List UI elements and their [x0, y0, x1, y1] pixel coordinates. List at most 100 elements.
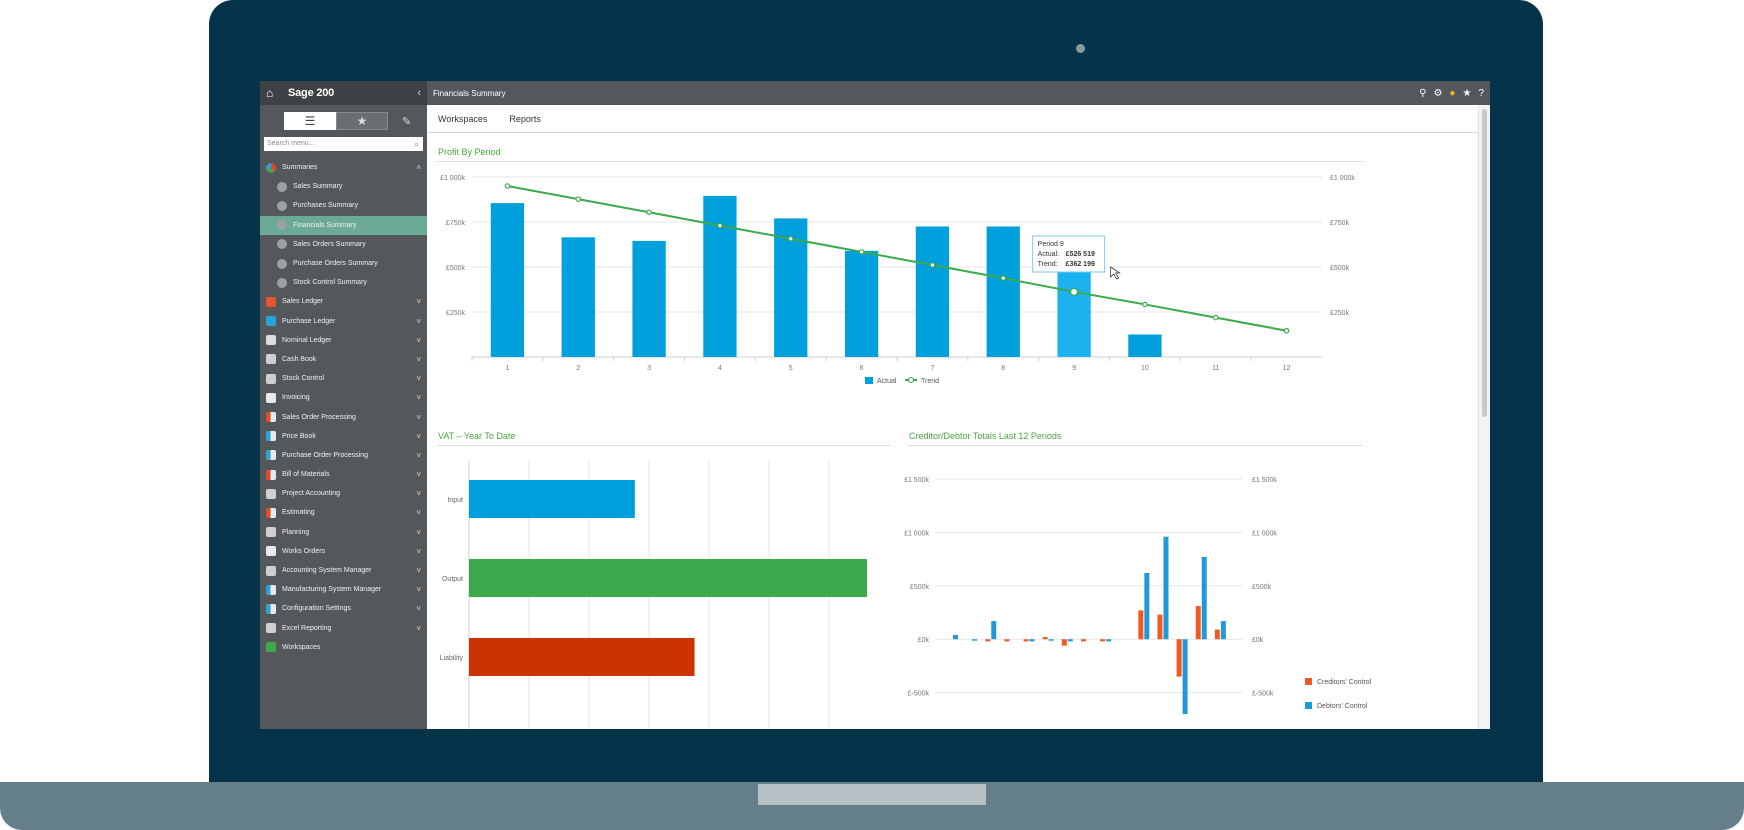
sidebar-item-stock-control-summary[interactable]: Stock Control Summary [260, 273, 427, 292]
sidebar-item-purchase-order-processing[interactable]: Purchase Order Processing ˅ [260, 446, 427, 465]
tooltip-period: Period 9 [1038, 241, 1064, 248]
bar-debtors [1029, 639, 1035, 642]
category-label: Liability [440, 655, 464, 662]
sidebar-item-stock-control[interactable]: Stock Control ˅ [260, 369, 427, 388]
chevron-down-icon[interactable]: ˅ [416, 604, 421, 614]
sidebar-item-planning[interactable]: Planning ˅ [260, 523, 427, 542]
sidebar-item-sales-order-processing[interactable]: Sales Order Processing ˅ [260, 407, 427, 426]
chevron-down-icon[interactable]: ˅ [416, 354, 421, 364]
search-icon[interactable]: ⌕ [413, 139, 419, 149]
sidebar-item-manufacturing-system-manager[interactable]: Manufacturing System Manager ˅ [260, 580, 427, 599]
bar-actual [490, 203, 525, 357]
sidebar-item-purchase-ledger[interactable]: Purchase Ledger ˅ [260, 312, 427, 331]
y-tick-label-left: £500k [446, 265, 466, 272]
sidebar-item-sales-summary[interactable]: Sales Summary [260, 177, 427, 196]
sidebar-item-estimating[interactable]: Estimating ˅ [260, 503, 427, 522]
creditor-debtor-chart-title: Creditor/Debtor Totals Last 12 Periods [909, 431, 1062, 441]
legend-trend-marker [908, 377, 914, 383]
chevron-up-icon[interactable]: ˄ [416, 163, 421, 173]
sidebar-item-label: Configuration Settings [282, 605, 351, 613]
chevron-down-icon[interactable]: ˅ [416, 546, 421, 556]
bar-creditors [1004, 639, 1010, 642]
section-divider [437, 161, 1363, 162]
profit-by-period-chart: £1 000k £1 000k £750k £750k £500k £500k £250k £… [440, 175, 1355, 385]
chevron-down-icon[interactable]: ˅ [416, 508, 421, 518]
search-input[interactable]: Search menu... ⌕ [264, 137, 423, 151]
section-divider [437, 445, 891, 446]
chevron-down-icon[interactable]: ˅ [416, 316, 421, 326]
sidebar-item-configuration-settings[interactable]: Configuration Settings ˅ [260, 599, 427, 618]
tooltip: Period 9 Actual: £526 519 Trend: £362 199 [1032, 235, 1106, 273]
chevron-down-icon[interactable]: ˅ [416, 374, 421, 384]
chevron-down-icon[interactable]: ˅ [416, 527, 421, 537]
sidebar-item-cash-book[interactable]: Cash Book ˅ [260, 350, 427, 369]
sidebar-item-works-orders[interactable]: Works Orders ˅ [260, 542, 427, 561]
chevron-down-icon[interactable]: ˅ [416, 470, 421, 480]
legend-creditors-swatch [1305, 678, 1312, 685]
pencil-icon[interactable]: ✎ [402, 115, 412, 128]
chevron-down-icon[interactable]: ˅ [416, 566, 421, 576]
sidebar-item-bill-of-materials[interactable]: Bill of Materials ˅ [260, 465, 427, 484]
chevron-down-icon[interactable]: ˅ [416, 585, 421, 595]
tab-workspaces[interactable]: Workspaces [438, 113, 488, 124]
sidebar-item-accounting-system-manager[interactable]: Accounting System Manager ˅ [260, 561, 427, 580]
y-tick-label-left: £0k [918, 637, 930, 644]
chevron-down-icon[interactable]: ˅ [416, 489, 421, 499]
legend-creditors-label: Creditors' Control [1317, 679, 1372, 686]
lightbulb-icon[interactable]: ● [1449, 87, 1456, 99]
globe-icon [277, 200, 287, 211]
window-title: Financials Summary [433, 88, 506, 98]
gear-icon[interactable]: ⚙ [1433, 87, 1443, 99]
bar-creditors [1176, 639, 1182, 677]
x-tick-label: 11 [1212, 365, 1219, 372]
star-icon[interactable]: ★ [1462, 87, 1472, 99]
chevron-down-icon[interactable]: ˅ [416, 623, 421, 633]
sidebar-item-label: Works Orders [282, 547, 326, 555]
sidebar-item-project-accounting[interactable]: Project Accounting ˅ [260, 484, 427, 503]
bar-actual [986, 226, 1020, 357]
trend-line [507, 185, 1287, 332]
help-icon[interactable]: ? [1478, 87, 1484, 99]
chevron-left-icon[interactable]: ‹ [417, 87, 421, 99]
search-user-icon[interactable]: ⚲ [1419, 87, 1427, 99]
menu-list-button[interactable]: ☰ [284, 112, 336, 130]
bar-debtors [1048, 639, 1054, 641]
sidebar-item-financials-summary[interactable]: Financials Summary [260, 215, 427, 235]
sales-order-processing-icon [266, 412, 276, 423]
sidebar-item-sales-orders-summary[interactable]: Sales Orders Summary [260, 235, 427, 254]
sidebar-item-nominal-ledger[interactable]: Nominal Ledger ˅ [260, 331, 427, 350]
purchase-order-processing-icon [266, 450, 276, 461]
sidebar-item-purchases-summary[interactable]: Purchases Summary [260, 196, 427, 215]
bar-debtors [1067, 639, 1073, 642]
chevron-down-icon[interactable]: ˅ [416, 335, 421, 345]
sidebar-item-sales-ledger[interactable]: Sales Ledger ˅ [260, 292, 427, 311]
bar-debtors [1106, 639, 1112, 642]
sidebar-item-workspaces[interactable]: Workspaces [260, 638, 427, 657]
sidebar-item-price-book[interactable]: Price Book ˅ [260, 427, 427, 446]
works-orders-icon [266, 546, 276, 557]
sidebar-item-purchase-orders-summary[interactable]: Purchase Orders Summary [260, 254, 427, 273]
vat-chart-title: VAT – Year To Date [438, 431, 516, 441]
chevron-down-icon[interactable]: ˅ [416, 450, 421, 460]
sidebar-item-excel-reporting[interactable]: Excel Reporting ˅ [260, 619, 427, 638]
home-icon[interactable]: ⌂ [266, 86, 274, 100]
chevron-down-icon[interactable]: ˅ [416, 393, 421, 403]
sidebar-item-summaries[interactable]: Summaries ˄ [260, 158, 427, 177]
y-tick-label-left: £1 000k [904, 530, 929, 537]
screen: ⌂ Sage 200 ‹ ☰ ★ ✎ Search menu... ⌕ Summ… [260, 81, 1490, 729]
trend-point [504, 183, 511, 189]
favourites-button[interactable]: ★ [336, 112, 388, 130]
planning-icon [266, 527, 276, 538]
chevron-down-icon[interactable]: ˅ [416, 297, 421, 307]
y-tick-label-left: £750k [446, 220, 466, 227]
bar-creditors [1080, 639, 1086, 642]
trend-point [575, 196, 582, 202]
bar-debtors [1144, 573, 1150, 640]
chevron-down-icon[interactable]: ˅ [416, 431, 421, 441]
chevron-down-icon[interactable]: ˅ [416, 412, 421, 422]
sidebar-item-invoicing[interactable]: Invoicing ˅ [260, 388, 427, 407]
vertical-scrollbar[interactable] [1478, 105, 1490, 729]
tab-reports[interactable]: Reports [509, 113, 541, 124]
y-tick-label-right: £1 500k [1252, 477, 1277, 484]
scrollbar-thumb[interactable] [1482, 109, 1487, 417]
